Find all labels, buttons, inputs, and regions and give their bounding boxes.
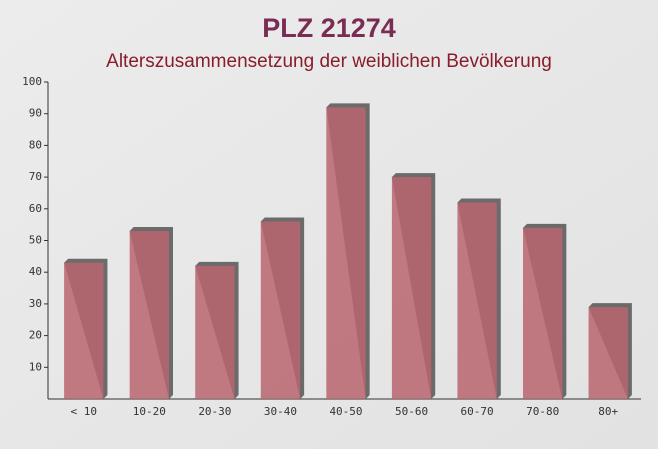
y-tick-label: 70 xyxy=(29,170,42,183)
y-tick-label: 30 xyxy=(29,297,42,310)
chart-title: PLZ 21274 xyxy=(262,13,396,43)
bar xyxy=(391,177,432,399)
x-tick-label: 10-20 xyxy=(133,405,166,418)
bar xyxy=(129,230,169,399)
x-tick-label: 30-40 xyxy=(264,405,297,418)
x-tick-label: 40-50 xyxy=(329,405,362,418)
x-tick-label: 70-80 xyxy=(526,405,559,418)
x-tick-label: 20-30 xyxy=(198,405,231,418)
bar xyxy=(588,307,628,399)
y-tick-label: 50 xyxy=(29,234,42,247)
bar xyxy=(523,227,563,399)
bar xyxy=(457,202,497,399)
chart-subtitle: Alterszusammensetzung der weiblichen Bev… xyxy=(106,51,552,72)
x-tick-label: 80+ xyxy=(598,405,618,418)
bar xyxy=(260,221,301,399)
bar xyxy=(195,265,235,399)
x-tick-label: 60-70 xyxy=(461,405,494,418)
x-tick-label: < 10 xyxy=(71,405,98,418)
y-tick-label: 100 xyxy=(22,75,42,88)
x-tick-label: 50-60 xyxy=(395,405,428,418)
y-tick-label: 60 xyxy=(29,202,42,215)
bar xyxy=(64,262,104,399)
y-tick-label: 20 xyxy=(29,329,42,342)
bar xyxy=(326,107,366,400)
y-tick-label: 80 xyxy=(29,138,42,151)
y-tick-label: 10 xyxy=(29,360,42,373)
y-tick-label: 90 xyxy=(29,107,42,120)
y-tick-label: 40 xyxy=(29,265,42,278)
